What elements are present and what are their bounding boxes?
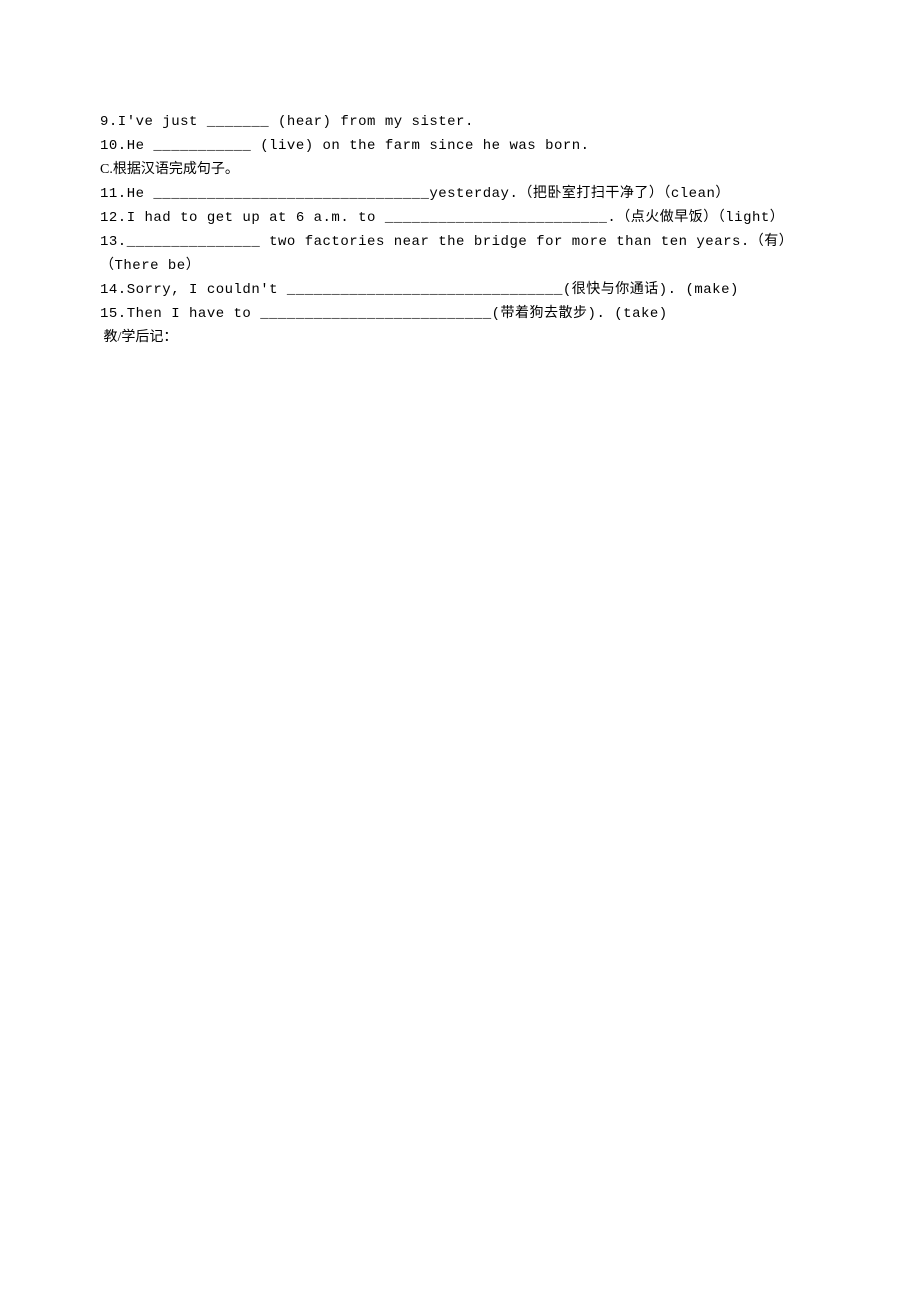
question-12: 12.I had to get up at 6 a.m. to ________…: [100, 206, 820, 230]
section-c-heading: C.根据汉语完成句子。: [100, 158, 820, 182]
question-9: 9.I've just _______ (hear) from my siste…: [100, 110, 820, 134]
question-10: 10.He ___________ (live) on the farm sin…: [100, 134, 820, 158]
notes-heading: 教/学后记：: [100, 326, 820, 350]
question-15: 15.Then I have to ______________________…: [100, 302, 820, 326]
question-13: 13._______________ two factories near th…: [100, 230, 820, 278]
worksheet-content: 9.I've just _______ (hear) from my siste…: [100, 110, 820, 350]
question-14: 14.Sorry, I couldn't ___________________…: [100, 278, 820, 302]
question-11: 11.He _______________________________yes…: [100, 182, 820, 206]
